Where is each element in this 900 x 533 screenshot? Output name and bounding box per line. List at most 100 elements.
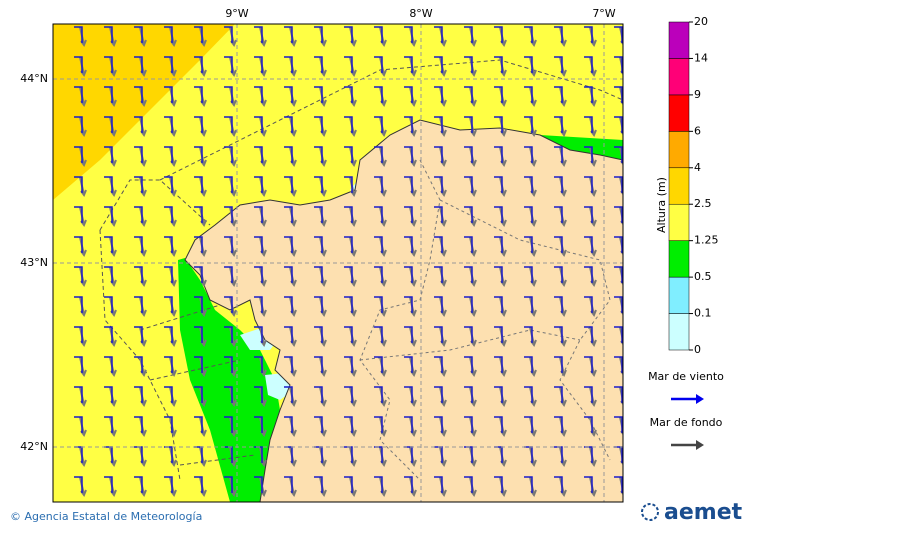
wind-arrow — [434, 26, 443, 43]
wind-arrow — [524, 236, 533, 253]
wind-arrow — [224, 326, 233, 343]
wind-arrow — [284, 296, 293, 313]
wind-arrow — [314, 386, 323, 403]
wind-arrow — [584, 386, 593, 403]
map — [53, 24, 623, 502]
wind-arrow — [104, 386, 113, 403]
wind-arrow — [104, 176, 113, 193]
colorbar-label: 0.5 — [694, 270, 712, 283]
wind-arrow — [434, 146, 443, 163]
wind-arrow — [344, 266, 353, 283]
wind-arrow — [194, 86, 203, 103]
wind-arrow — [344, 86, 353, 103]
wind-arrow — [104, 116, 113, 133]
wind-arrow — [164, 236, 173, 253]
wind-arrow — [464, 86, 473, 103]
wind-arrow — [554, 326, 563, 343]
wind-arrow — [374, 356, 383, 373]
wind-arrow — [614, 266, 623, 283]
wind-arrow — [224, 386, 233, 403]
wind-arrow — [524, 56, 533, 73]
wind-arrow — [344, 26, 353, 43]
wind-arrow — [134, 26, 143, 43]
wind-arrow — [434, 56, 443, 73]
wind-arrow — [314, 176, 323, 193]
lat-label: 44°N — [20, 72, 48, 85]
wind-arrow — [584, 26, 593, 43]
wind-arrow — [74, 26, 83, 43]
wind-arrow — [224, 116, 233, 133]
wind-arrow — [404, 266, 413, 283]
colorbar-segment — [668, 167, 690, 205]
colorbar-segment — [668, 58, 690, 96]
wind-arrow — [104, 266, 113, 283]
wind-arrow — [134, 266, 143, 283]
wind-arrow — [104, 146, 113, 163]
lon-label: 9°W — [225, 7, 248, 20]
wind-arrow — [464, 26, 473, 43]
legend-arrowhead — [696, 440, 704, 450]
high-wave-zone — [53, 24, 235, 200]
wind-arrow — [104, 296, 113, 313]
wind-arrow — [314, 146, 323, 163]
wind-arrow — [194, 206, 203, 223]
lat-label: 42°N — [20, 440, 48, 453]
wind-arrow — [164, 56, 173, 73]
colorbar-segment — [668, 240, 690, 278]
wind-arrow — [524, 326, 533, 343]
wind-arrow — [284, 386, 293, 403]
wind-arrow — [254, 26, 263, 43]
wind-arrow — [314, 26, 323, 43]
wind-arrow — [584, 236, 593, 253]
colorbar-title: Altura (m) — [655, 177, 668, 233]
wind-arrow — [164, 116, 173, 133]
wind-arrow — [374, 236, 383, 253]
wind-arrow — [344, 116, 353, 133]
wind-arrow — [614, 116, 623, 133]
wind-arrow — [314, 56, 323, 73]
wind-arrow — [464, 356, 473, 373]
wind-arrow — [164, 416, 173, 433]
wind-arrow — [284, 416, 293, 433]
wind-arrow — [464, 416, 473, 433]
wind-arrow — [254, 206, 263, 223]
wind-arrow — [164, 266, 173, 283]
wind-arrow — [104, 86, 113, 103]
wind-arrow — [74, 356, 83, 373]
wind-arrow — [404, 206, 413, 223]
wind-arrow — [254, 356, 263, 373]
wind-arrow — [74, 116, 83, 133]
wind-arrow — [164, 296, 173, 313]
wind-arrow — [404, 296, 413, 313]
wind-arrow — [464, 236, 473, 253]
wind-arrow — [524, 176, 533, 193]
wind-arrow — [434, 176, 443, 193]
wind-arrow — [374, 416, 383, 433]
wind-arrow — [284, 326, 293, 343]
graticule — [53, 24, 623, 502]
wind-arrow — [584, 296, 593, 313]
wind-arrow — [614, 296, 623, 313]
wind-arrow — [464, 266, 473, 283]
wind-arrow — [254, 326, 263, 343]
wind-arrow — [494, 116, 503, 133]
wind-arrow — [224, 26, 233, 43]
colorbar-label: 2.5 — [694, 197, 712, 210]
colorbar-segment — [668, 94, 690, 132]
wind-arrow — [254, 386, 263, 403]
wind-arrow — [164, 146, 173, 163]
wind-arrow — [524, 86, 533, 103]
wind-arrow — [224, 266, 233, 283]
wind-arrow — [254, 416, 263, 433]
colorbar-label: 0 — [694, 343, 701, 356]
wind-arrow — [614, 416, 623, 433]
wind-arrow — [74, 206, 83, 223]
wind-arrow — [374, 146, 383, 163]
wind-arrow — [614, 26, 623, 43]
wind-arrow — [314, 236, 323, 253]
wind-arrow — [404, 386, 413, 403]
wind-arrow — [104, 326, 113, 343]
wind-arrow — [494, 146, 503, 163]
wind-arrow — [104, 476, 113, 493]
